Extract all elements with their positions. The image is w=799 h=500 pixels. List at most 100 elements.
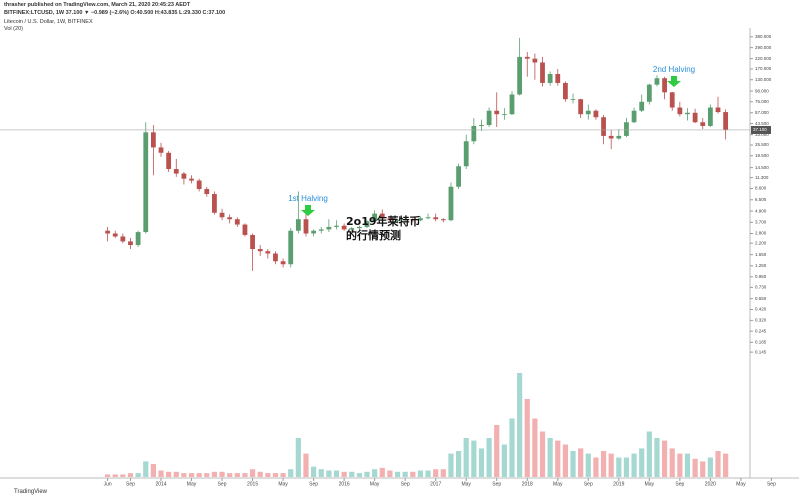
y-tick-label: 25.500 bbox=[755, 142, 769, 147]
y-tick-label: 1.650 bbox=[755, 252, 767, 257]
candle-body bbox=[593, 110, 599, 118]
y-tick-label: 11.300 bbox=[755, 175, 769, 180]
x-tick-label: Sep bbox=[401, 481, 410, 487]
candle-body bbox=[227, 217, 233, 220]
volume-bar bbox=[631, 453, 637, 477]
volume-bar bbox=[425, 470, 431, 477]
candle-body bbox=[311, 230, 317, 234]
volume-bar bbox=[211, 471, 218, 477]
annotation: 1st Halving bbox=[288, 194, 328, 203]
volume-bar bbox=[440, 469, 446, 477]
x-tick-label: Sep bbox=[492, 481, 501, 487]
candle-body bbox=[112, 233, 118, 237]
candle-body bbox=[356, 226, 362, 229]
volume-bar bbox=[486, 438, 492, 477]
x-tick-label: 2018 bbox=[522, 481, 533, 487]
volume-bar bbox=[661, 440, 668, 477]
candle-body bbox=[509, 94, 515, 115]
candle-body bbox=[532, 58, 538, 63]
volume-bar bbox=[524, 399, 530, 477]
x-tick-label: 2014 bbox=[155, 481, 166, 487]
y-tick-label: 43.500 bbox=[755, 121, 769, 126]
y-tick-label: 4.900 bbox=[755, 208, 767, 213]
x-tick-label: May bbox=[645, 481, 655, 487]
candle-body bbox=[486, 110, 492, 126]
volume-bar bbox=[593, 457, 599, 477]
candle-body bbox=[692, 112, 698, 123]
y-tick-label: 0.730 bbox=[755, 285, 767, 290]
candle-body bbox=[601, 117, 606, 136]
volume-bar bbox=[318, 469, 324, 477]
volume-bar bbox=[677, 453, 683, 477]
volume-bar bbox=[509, 418, 515, 477]
volume-bar bbox=[616, 457, 622, 477]
candle-body bbox=[448, 186, 454, 221]
candle-body bbox=[204, 189, 210, 195]
candle-body bbox=[318, 229, 324, 231]
volume-bar bbox=[639, 448, 645, 477]
volume-bar bbox=[234, 473, 240, 477]
candle-body bbox=[639, 101, 645, 111]
x-tick-label: May bbox=[736, 481, 746, 487]
volume-bar bbox=[646, 431, 652, 477]
candle-body bbox=[662, 78, 667, 93]
candle-body bbox=[707, 107, 713, 126]
candle-body bbox=[364, 221, 370, 227]
candle-body bbox=[501, 114, 507, 116]
candle-body bbox=[463, 141, 469, 167]
volume-bar bbox=[410, 471, 416, 477]
y-tick-label: 2.800 bbox=[755, 231, 767, 236]
volume-bar bbox=[150, 464, 156, 477]
candle-body bbox=[479, 125, 484, 126]
candle-body bbox=[326, 226, 332, 230]
volume-bar bbox=[173, 471, 179, 477]
y-tick-label: 0.550 bbox=[755, 296, 767, 301]
volume-bar bbox=[478, 448, 485, 477]
y-tick-label: 0.185 bbox=[755, 340, 767, 345]
volume-bar bbox=[112, 474, 118, 477]
volume-bar bbox=[372, 469, 378, 477]
y-tick-label: 0.320 bbox=[755, 318, 767, 323]
candle-body bbox=[181, 173, 187, 179]
volume-bar bbox=[623, 457, 630, 477]
volume-bar bbox=[448, 453, 454, 477]
volume-bar bbox=[166, 471, 172, 477]
candle-body bbox=[540, 62, 545, 83]
candle-body bbox=[234, 219, 240, 225]
candle-body bbox=[196, 180, 202, 190]
volume-bar bbox=[517, 373, 523, 477]
candle-body bbox=[250, 234, 255, 250]
volume-bar bbox=[127, 473, 134, 477]
candle-body bbox=[631, 110, 637, 123]
volume-bar bbox=[394, 471, 401, 477]
candle-body bbox=[471, 125, 477, 142]
candle-body bbox=[440, 219, 446, 221]
candle-body bbox=[570, 99, 576, 100]
candle-body bbox=[723, 112, 729, 130]
y-tick-label: 57.000 bbox=[755, 110, 769, 115]
candle-body bbox=[646, 84, 652, 102]
volume-bar bbox=[463, 438, 469, 477]
x-tick-label: 2015 bbox=[247, 481, 258, 487]
annotation-arrow bbox=[301, 205, 315, 216]
candle-body bbox=[212, 194, 217, 213]
volume-bar bbox=[723, 453, 729, 477]
candle-body bbox=[105, 230, 110, 234]
volume-bar bbox=[356, 473, 362, 477]
x-tick-label: May bbox=[187, 481, 197, 487]
volume-bar bbox=[547, 438, 553, 477]
series-title: Litecoin / U.S. Dollar, 1W, BITFINEX bbox=[4, 19, 93, 25]
volume-bar bbox=[471, 440, 477, 477]
x-tick-label: May bbox=[461, 481, 471, 487]
volume-bar bbox=[433, 469, 439, 477]
candle-body bbox=[372, 213, 378, 222]
candle-body bbox=[578, 99, 584, 115]
volume-label: Vol (20) bbox=[4, 26, 23, 32]
candle-body bbox=[456, 166, 461, 187]
volume-bar bbox=[242, 473, 248, 477]
y-tick-label: 1.250 bbox=[755, 263, 767, 268]
overlay-text: 2o19年莱特币的行情预测 bbox=[346, 215, 421, 242]
candle-body bbox=[715, 107, 721, 113]
x-tick-label: Sep bbox=[767, 481, 776, 487]
volume-bar bbox=[402, 471, 408, 477]
